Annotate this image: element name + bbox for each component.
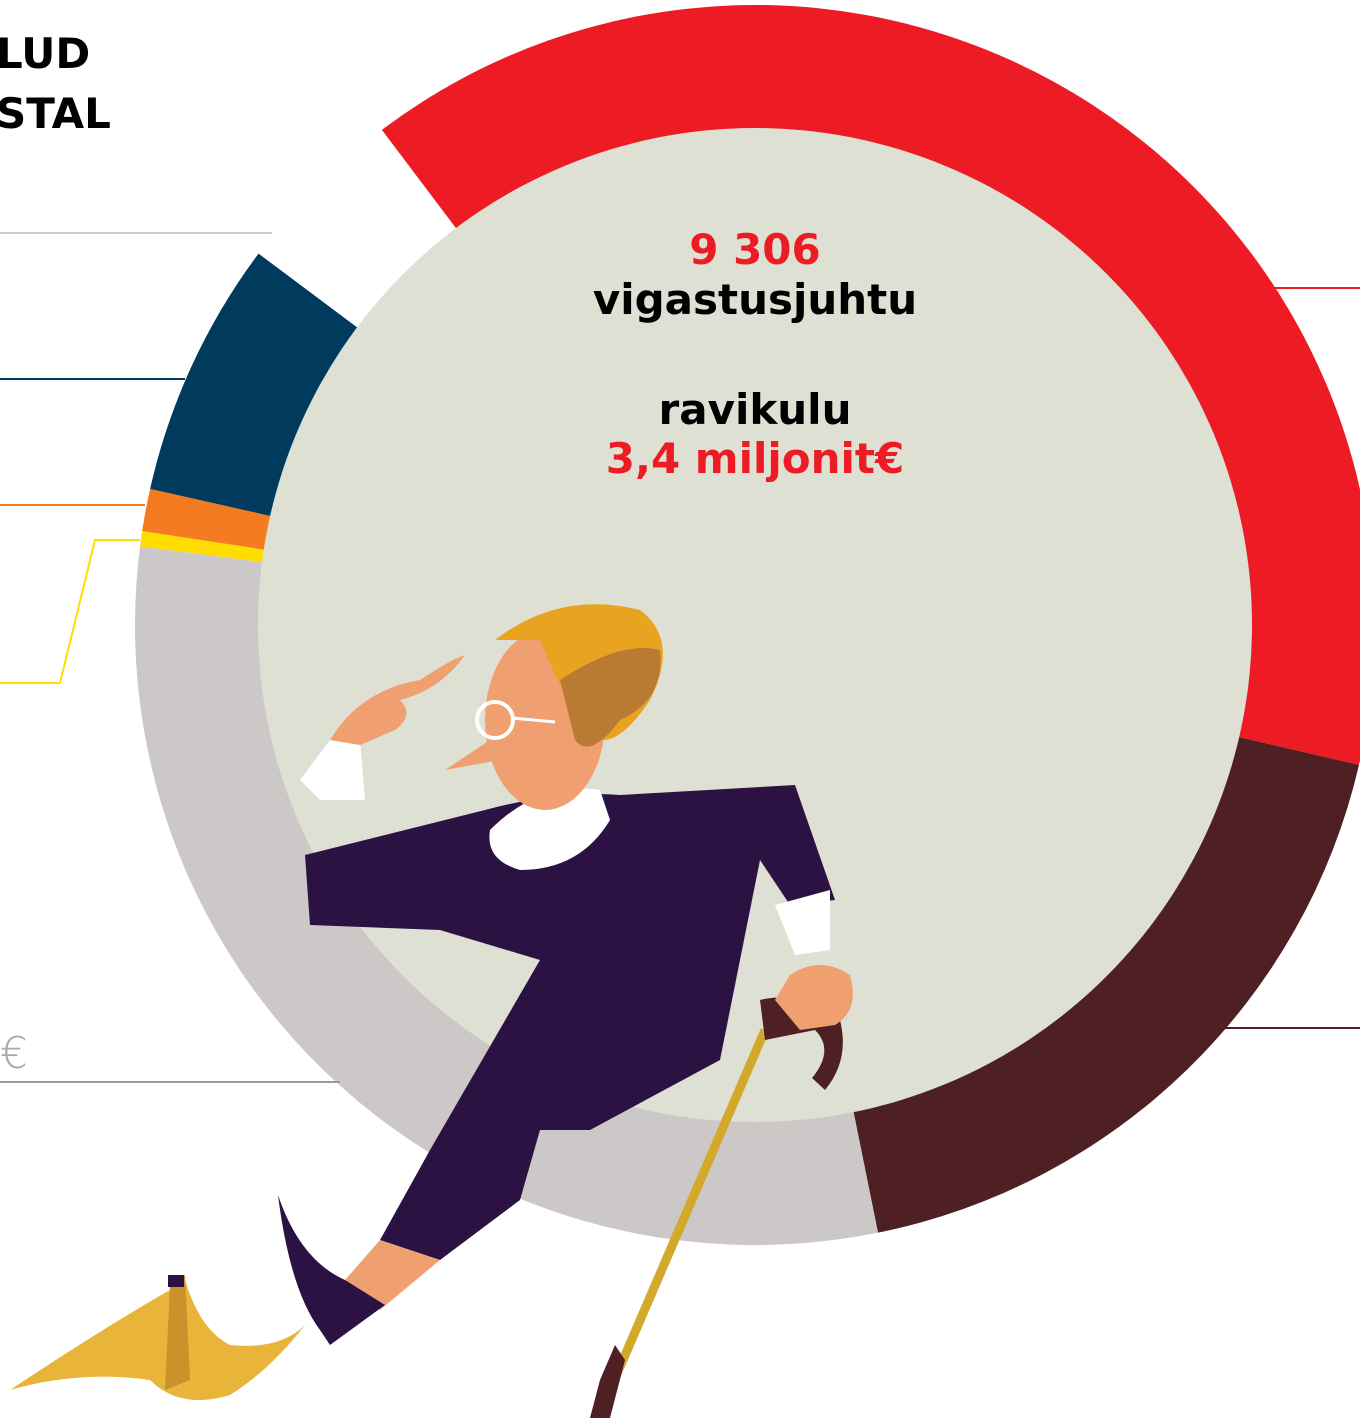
count-label: vigastusjuhtu: [593, 275, 917, 324]
donut-segment: [852, 735, 1360, 1233]
donut: [134, 5, 1360, 1245]
donut-segment: [381, 5, 1360, 765]
donut-segment: [150, 253, 363, 518]
leader-line: [0, 539, 140, 684]
cost-value: 3,4 miljonit€: [606, 434, 904, 483]
cost-label: ravikulu: [659, 385, 852, 434]
count-value: 9 306: [689, 225, 821, 274]
title-line: LUD: [0, 29, 90, 78]
illustration: [10, 604, 853, 1418]
donut-segment: [142, 488, 277, 551]
side-label: €: [0, 1028, 28, 1079]
title-line: STAL: [0, 89, 111, 138]
donut-segment: [139, 531, 271, 563]
